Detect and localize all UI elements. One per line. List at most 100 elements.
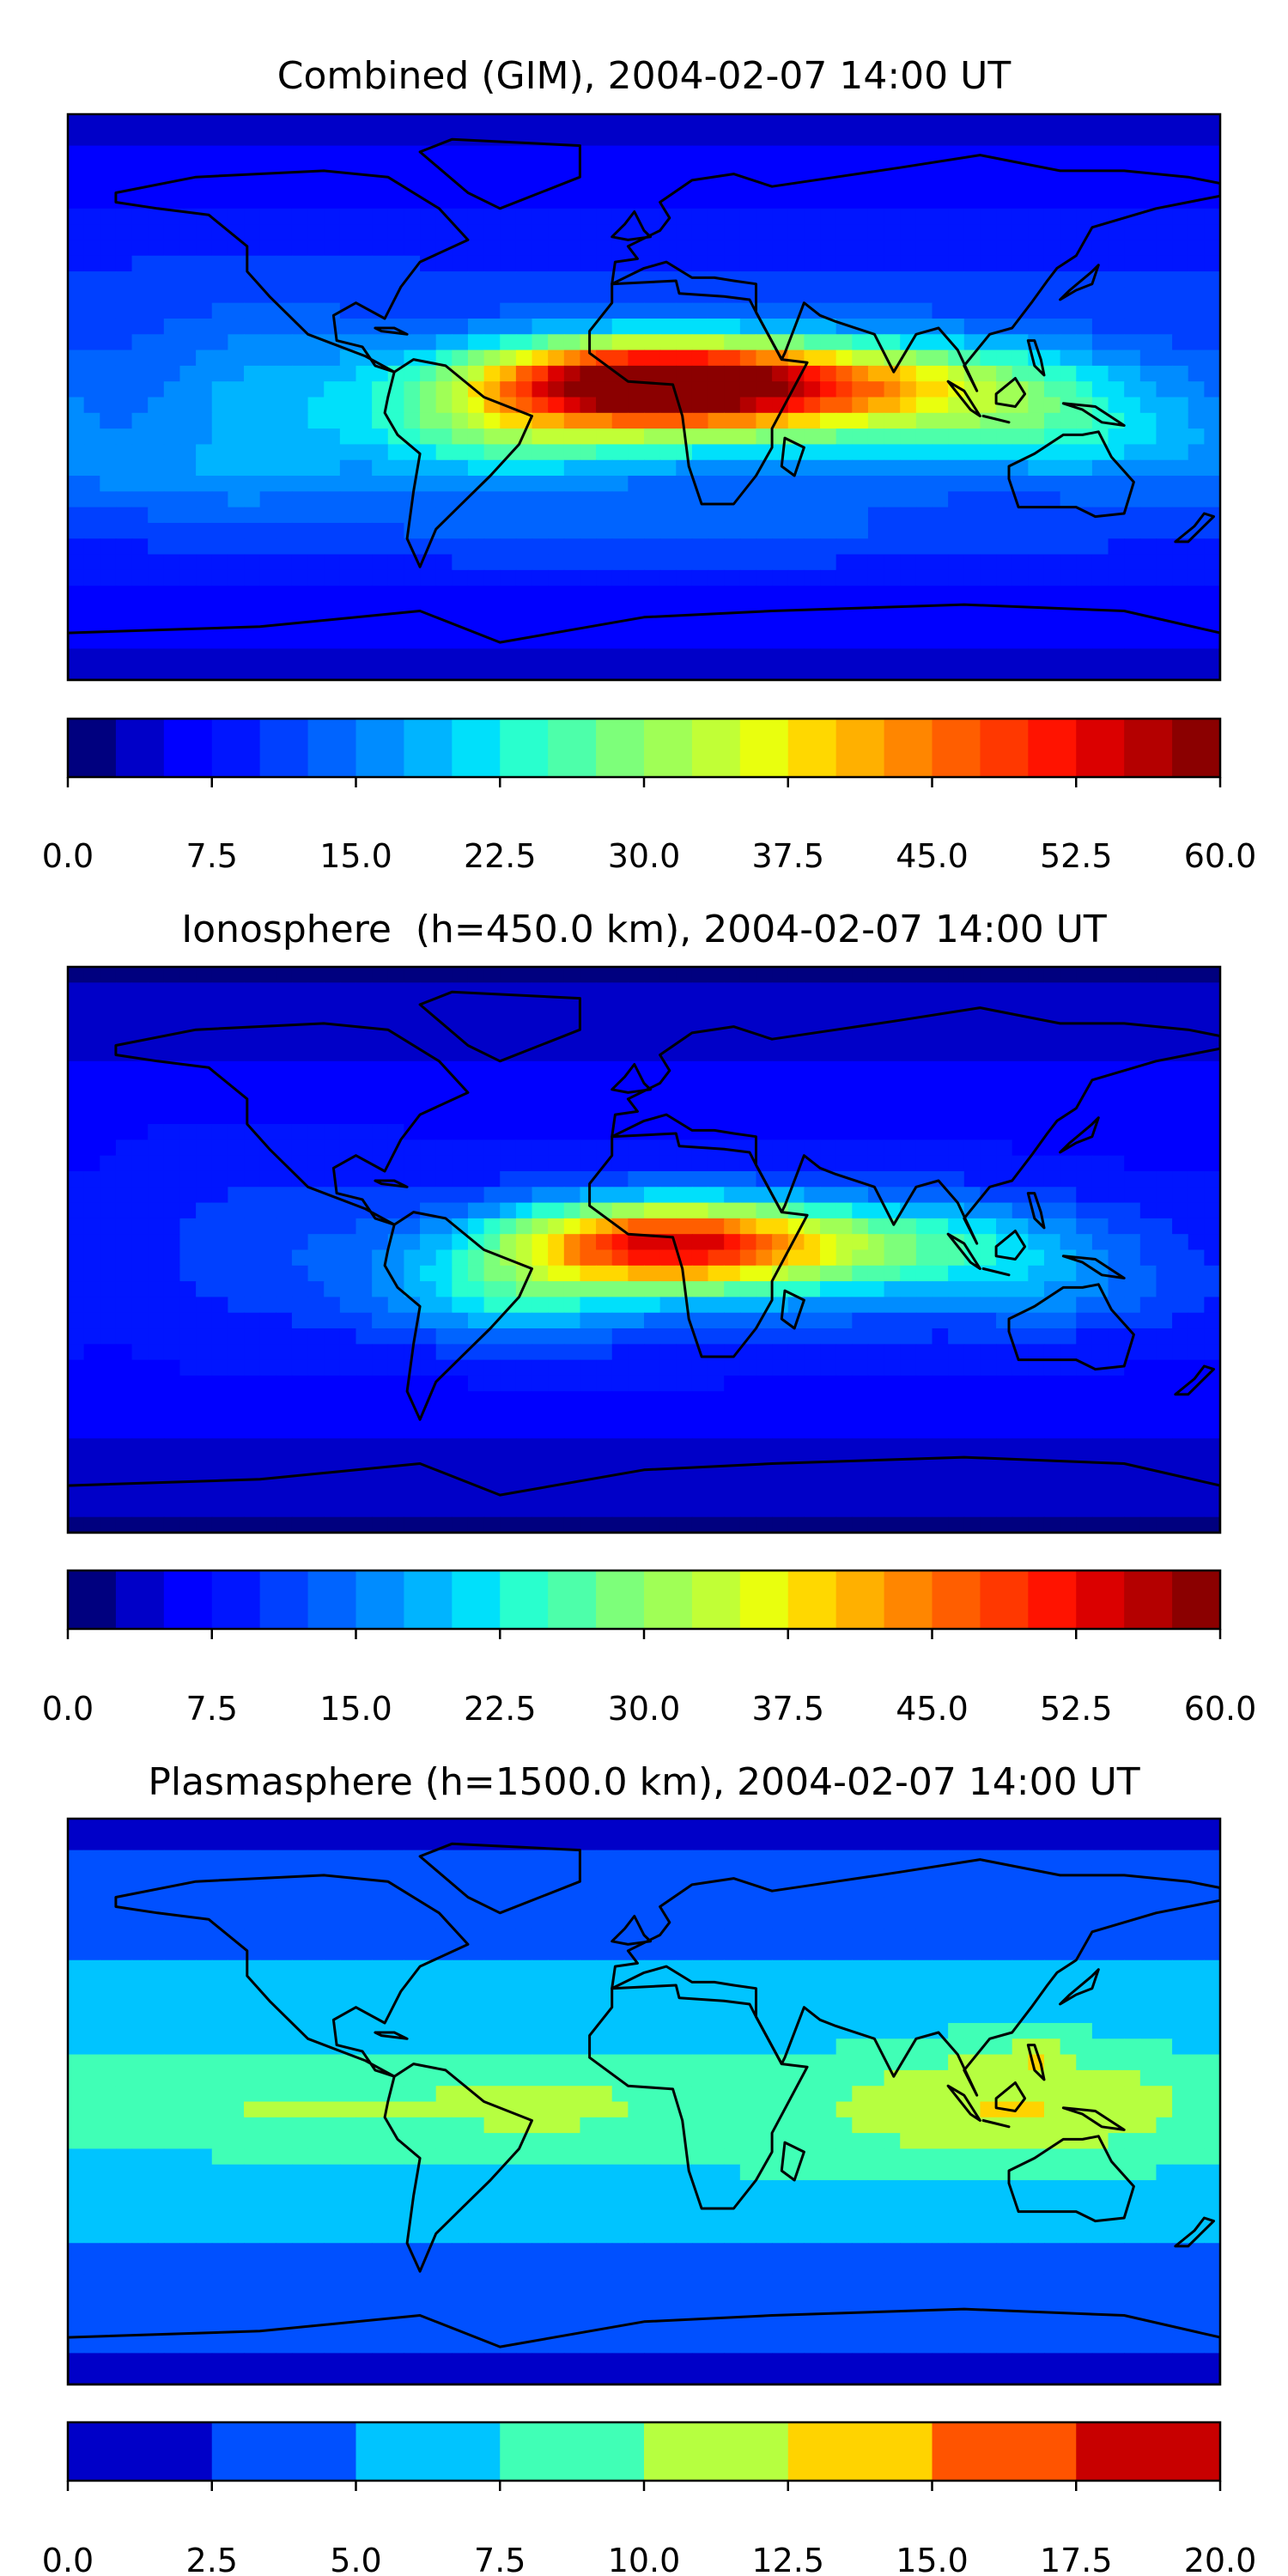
field-cell (291, 982, 309, 999)
field-cell (563, 114, 581, 131)
field-cell (500, 1359, 517, 1376)
field-cell (1172, 224, 1189, 241)
field-cell (515, 1328, 533, 1345)
field-cell (772, 444, 789, 461)
field-cell (852, 1359, 869, 1376)
field-cell (228, 1234, 245, 1251)
field-cell (83, 569, 100, 586)
field-cell (628, 1438, 645, 1455)
field-cell (1012, 569, 1029, 586)
field-cell (996, 1139, 1013, 1157)
field-cell (820, 1234, 837, 1251)
field-cell (596, 1265, 613, 1282)
field-cell (276, 538, 293, 556)
field-cell (515, 1391, 533, 1408)
field-cell (1060, 444, 1077, 461)
field-cell (628, 1013, 645, 1030)
field-cell (339, 1170, 357, 1188)
field-cell (515, 601, 533, 618)
field-cell (131, 1249, 149, 1267)
field-cell (1076, 318, 1093, 335)
field-cell (1204, 161, 1220, 178)
field-cell (1172, 648, 1189, 665)
field-cell (483, 365, 501, 382)
field-cell (500, 1108, 517, 1125)
field-cell (691, 365, 709, 382)
field-cell (852, 617, 869, 634)
field-cell (324, 967, 341, 983)
field-cell (548, 1375, 565, 1392)
field-cell (435, 1045, 453, 1062)
field-cell (867, 240, 885, 257)
field-cell (372, 255, 389, 272)
field-cell (1204, 271, 1220, 288)
field-cell (628, 617, 645, 634)
field-cell (435, 967, 453, 983)
field-cell (1091, 1406, 1109, 1424)
field-cell (548, 1454, 565, 1471)
field-cell (835, 1328, 853, 1345)
field-cell (772, 1328, 789, 1345)
field-cell (691, 617, 709, 634)
field-cell (676, 1234, 693, 1251)
field-cell (483, 648, 501, 665)
field-cell (387, 177, 405, 194)
field-cell (1076, 569, 1093, 586)
field-cell (739, 192, 757, 210)
field-cell (163, 1092, 181, 1109)
field-cell (100, 507, 117, 524)
field-cell (980, 648, 997, 665)
field-cell (1028, 648, 1045, 665)
field-cell (548, 459, 565, 477)
field-cell (163, 1108, 181, 1125)
field-cell (900, 1297, 917, 1314)
field-cell (852, 1249, 869, 1267)
field-cell (787, 1265, 805, 1282)
field-cell (131, 648, 149, 665)
colorbar-segment (500, 719, 549, 777)
field-cell (563, 491, 581, 508)
field-cell (83, 1108, 100, 1125)
field-cell (324, 271, 341, 288)
field-cell (467, 998, 485, 1015)
field-cell (980, 1202, 997, 1219)
field-cell (1076, 1045, 1093, 1062)
field-cell (739, 1312, 757, 1329)
field-cell (228, 1092, 245, 1109)
field-cell (852, 1155, 869, 1172)
field-cell (900, 1454, 917, 1471)
field-cell (548, 664, 565, 680)
field-cell (915, 349, 933, 367)
field-cell (676, 967, 693, 983)
field-cell (628, 1375, 645, 1392)
field-cell (228, 633, 245, 649)
field-cell (900, 192, 917, 210)
field-cell (724, 1281, 741, 1298)
field-cell (515, 538, 533, 556)
field-cell (1043, 1344, 1061, 1361)
field-cell (115, 1077, 133, 1094)
field-cell (500, 1092, 517, 1109)
field-cell (307, 1077, 325, 1094)
field-cell (932, 287, 949, 304)
field-cell (644, 381, 661, 398)
field-cell (900, 397, 917, 414)
field-cell (307, 1312, 325, 1329)
field-cell (1043, 1060, 1061, 1078)
field-cell (83, 1155, 100, 1172)
field-cell (676, 114, 693, 131)
field-cell (1139, 1265, 1157, 1282)
field-cell (884, 1328, 901, 1345)
field-cell (515, 1170, 533, 1188)
field-cell (1060, 1013, 1077, 1030)
field-cell (644, 476, 661, 492)
field-cell (835, 459, 853, 477)
field-cell (196, 538, 213, 556)
field-cell (852, 1108, 869, 1125)
field-cell (467, 569, 485, 586)
field-cell (835, 617, 853, 634)
field-cell (68, 998, 85, 1015)
field-cell (804, 1108, 821, 1125)
field-cell (339, 114, 357, 131)
field-cell (691, 554, 709, 571)
